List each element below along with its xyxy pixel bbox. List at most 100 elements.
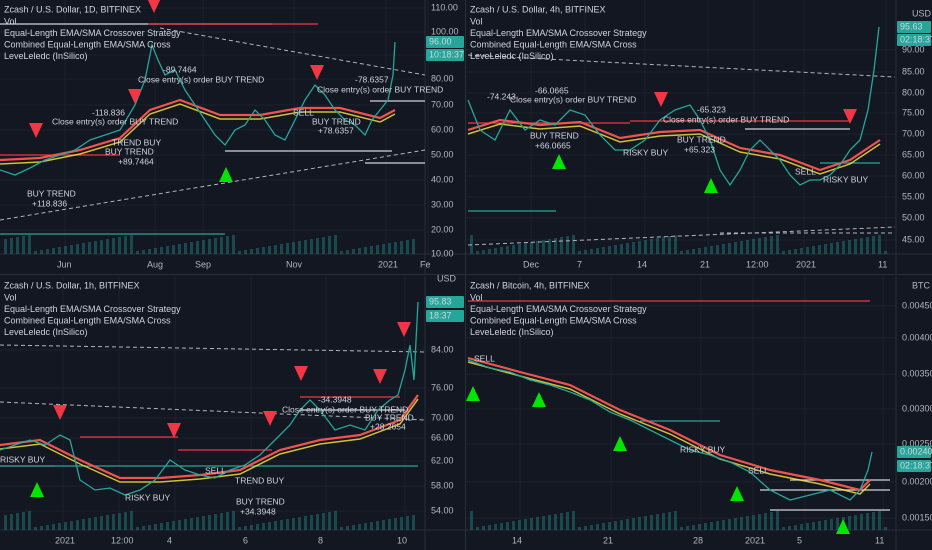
sell-marker [654, 92, 668, 107]
volume-bar [316, 514, 319, 530]
price-line [0, 41, 396, 176]
volume-bar [812, 522, 815, 530]
price-axis-label: 80.00 [431, 73, 454, 83]
volume-bar [52, 248, 55, 254]
time-axis-label: 2021 [745, 535, 765, 545]
chart-title: Zcash / Bitcoin, 4h, BITFINEX [470, 280, 590, 290]
price-axis-label: 20.00 [431, 224, 454, 234]
order-annotation: TREND BUY [112, 137, 161, 147]
volume-bar [584, 526, 587, 530]
volume-bar [752, 239, 755, 254]
volume-bar [596, 524, 599, 530]
price-axis-label: 50.00 [902, 212, 925, 222]
volume-bar [704, 523, 707, 530]
price-tag-label: 95.83 [429, 296, 452, 306]
order-annotation: SELL [205, 465, 226, 475]
order-annotation: BUY TREND [236, 496, 285, 506]
volume-bar [704, 247, 707, 254]
trend-line [0, 149, 426, 221]
volume-bar [304, 516, 307, 530]
volume-bar [58, 523, 61, 530]
volume-bar [310, 239, 313, 254]
order-annotation: +28.2654 [370, 421, 406, 431]
volume-bar [794, 249, 797, 254]
volume-bar [488, 249, 491, 254]
volume-bar [184, 519, 187, 530]
volume-bar [70, 245, 73, 254]
volume-bar [680, 251, 683, 254]
time-axis-label: 14 [637, 259, 647, 269]
sell-marker [128, 89, 142, 104]
volume-bar [220, 237, 223, 254]
volume-bar [250, 249, 253, 254]
volume-bar [728, 243, 731, 254]
price-axis-label: 0.00300 [902, 403, 932, 413]
volume-bar [226, 512, 229, 530]
price-axis-label: 0.00400 [902, 332, 932, 342]
volume-bar [650, 239, 653, 254]
volume-bar [656, 514, 659, 530]
volume-bar [400, 517, 403, 530]
volume-bar [686, 526, 689, 530]
order-annotation: BUY TREND [530, 130, 579, 140]
volume-bar [400, 241, 403, 254]
chart-panel: Zcash / U.S. Dollar, 4h, BITFINEX Vol Equa… [466, 0, 932, 274]
volume-bar [596, 248, 599, 254]
volume-bar [584, 250, 587, 254]
volume-bar [22, 236, 25, 254]
trend-line [467, 54, 896, 78]
sell-marker [294, 366, 308, 381]
volume-bar [560, 513, 563, 530]
volume-bar [872, 236, 875, 254]
volume-bar [124, 236, 127, 254]
volume-bar [866, 237, 869, 254]
volume-bar [196, 241, 199, 254]
volume-bar [394, 242, 397, 254]
volume-bar [304, 240, 307, 254]
time-axis-label: 2021 [796, 259, 816, 269]
price-tag [426, 49, 464, 61]
volume-bar [608, 522, 611, 530]
price-axis-label: 110.00 [431, 2, 458, 12]
volume-bar [578, 527, 581, 530]
volume-bar [722, 520, 725, 530]
volume-bar [208, 239, 211, 254]
price-tag-label: 18:37 [429, 310, 452, 320]
volume-bar [232, 511, 235, 530]
volume-bar [178, 244, 181, 254]
volume-bar [280, 520, 283, 530]
volume-bar [770, 512, 773, 530]
sell-marker [263, 411, 277, 426]
volume-bar [352, 525, 355, 530]
order-annotation: RISKY BUY [0, 454, 46, 464]
indicator-label: Equal-Length EMA/SMA Crossover Strategy [4, 304, 181, 314]
volume-bar [388, 243, 391, 254]
volume-bar [878, 235, 881, 254]
volume-bar [620, 520, 623, 530]
time-axis-label: 11 [875, 535, 884, 545]
price-axis-label: 60.00 [431, 124, 454, 134]
volume-bar [40, 250, 43, 254]
volume-bar [382, 244, 385, 254]
order-annotation: BUY TREND [27, 188, 76, 198]
indicator-label: Equal-Length EMA/SMA Crossover Strategy [4, 28, 181, 38]
volume-bar [512, 245, 515, 254]
volume-bar [524, 519, 527, 530]
volume-bar [554, 514, 557, 530]
volume-bar [364, 247, 367, 254]
volume-bar [518, 520, 521, 530]
volume-bar [4, 515, 7, 530]
volume-bar [818, 245, 821, 254]
volume-bar [818, 521, 821, 530]
price-axis-label: 40.00 [431, 174, 454, 184]
indicator-label: Combined Equal-Length EMA/SMA Cross [4, 315, 171, 325]
time-axis-label: 12:00 [111, 535, 134, 545]
time-axis-label: 6 [243, 535, 248, 545]
volume-bar [716, 521, 719, 530]
volume-bar [830, 243, 833, 254]
ema-line [0, 394, 419, 480]
volume-bar [644, 516, 647, 530]
price-axis-label: 84.00 [431, 344, 454, 354]
order-annotation: -118.836 [92, 107, 125, 117]
